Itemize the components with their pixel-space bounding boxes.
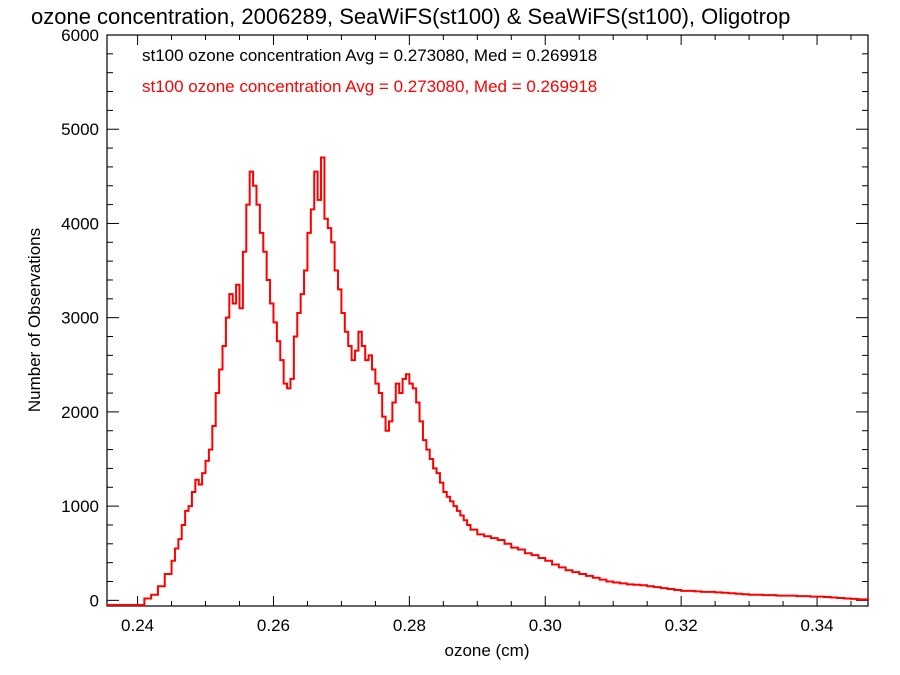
y-tick-label: 0 — [90, 591, 99, 610]
y-tick-label: 3000 — [61, 309, 99, 328]
chart-title: ozone concentration, 2006289, SeaWiFS(st… — [31, 4, 790, 29]
y-tick-label: 5000 — [61, 120, 99, 139]
x-tick-label: 0.34 — [800, 616, 833, 635]
annotation-average-median-red: st100 ozone concentration Avg = 0.273080… — [142, 77, 597, 96]
x-axis: 0.24 0.26 0.28 0.30 0.32 0.34 — [121, 35, 852, 635]
y-axis: 0 1000 2000 3000 4000 5000 6000 — [61, 26, 868, 610]
y-axis-label: Number of Observations — [25, 228, 44, 412]
plot-frame — [106, 34, 869, 607]
series-line-0 — [107, 156, 869, 607]
plot-area: 0.24 0.26 0.28 0.30 0.32 0.34 0 1000 2000 3000 40… — [61, 26, 869, 635]
x-tick-label: 0.32 — [665, 616, 698, 635]
y-tick-label: 4000 — [61, 214, 99, 233]
x-tick-label: 0.26 — [257, 616, 290, 635]
x-tick-label: 0.24 — [121, 616, 154, 635]
x-tick-label: 0.30 — [529, 616, 562, 635]
x-tick-label: 0.28 — [393, 616, 426, 635]
annotation-average-median-black: st100 ozone concentration Avg = 0.273080… — [142, 46, 597, 65]
y-tick-label: 2000 — [61, 403, 99, 422]
y-tick-label: 6000 — [61, 26, 99, 45]
y-tick-label: 1000 — [61, 497, 99, 516]
x-axis-label: ozone (cm) — [444, 641, 529, 660]
series-layer — [107, 156, 869, 607]
